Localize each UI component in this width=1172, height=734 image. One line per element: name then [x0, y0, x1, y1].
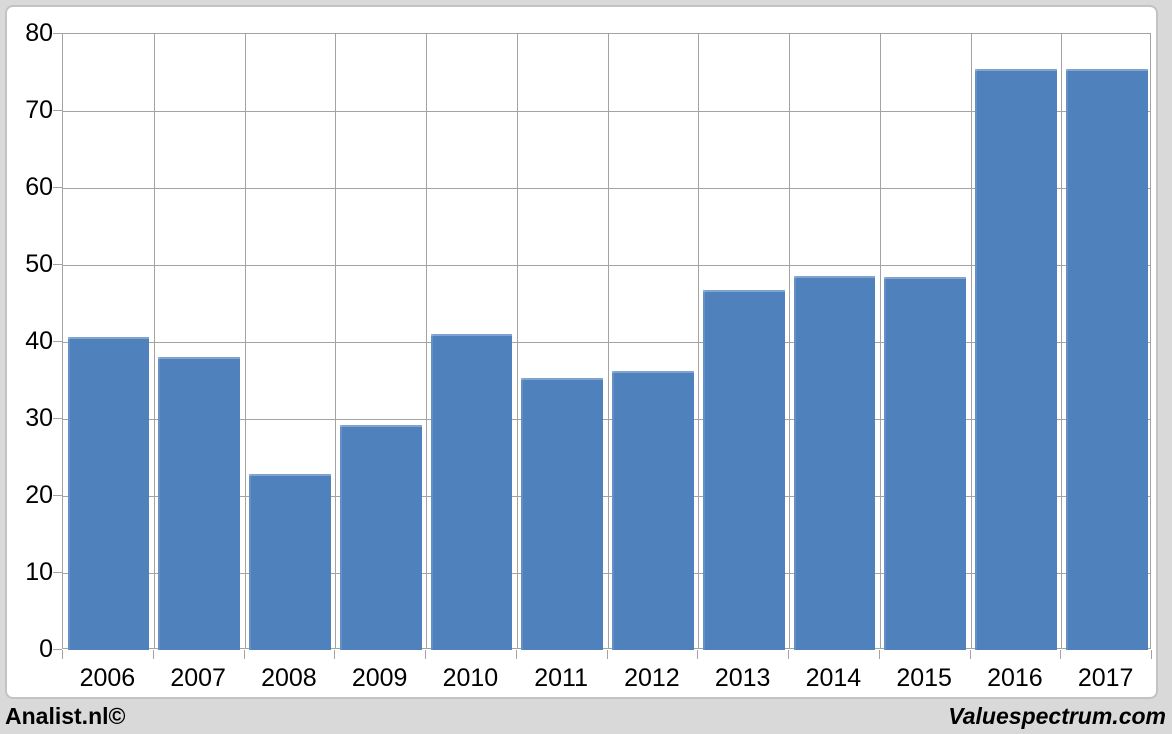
bar-2017: [1065, 68, 1148, 650]
y-tick-label-50: 50: [25, 250, 53, 278]
x-tick-label-2006: 2006: [79, 664, 136, 692]
y-tick-mark-50: [53, 264, 62, 265]
x-tick-label-2010: 2010: [442, 664, 499, 692]
y-tick-label-60: 60: [25, 173, 53, 201]
y-tick-mark-10: [53, 572, 62, 573]
x-tick-mark-8: [788, 650, 789, 659]
watermark-valuespectrum: Valuespectrum.com: [948, 702, 1166, 729]
x-tick-mark-10: [969, 650, 971, 659]
gridline-y-70: [63, 111, 1150, 112]
y-tick-mark-20: [53, 495, 62, 496]
plot-area: [62, 33, 1151, 650]
x-tick-mark-2: [243, 650, 245, 659]
gridline-y-40: [63, 342, 1150, 343]
y-tick-label-0: 0: [39, 635, 53, 663]
bar-2011: [521, 378, 603, 650]
y-tick-mark-80: [53, 33, 62, 34]
x-tick-mark-4: [425, 650, 426, 659]
bar-2015: [884, 276, 966, 650]
gridline-y-50: [63, 265, 1150, 266]
gridline-x-8: [789, 34, 790, 648]
x-tick-mark-12: [1151, 650, 1152, 659]
y-tick-mark-70: [53, 110, 62, 111]
x-tick-mark-7: [697, 650, 699, 659]
y-tick-label-30: 30: [25, 404, 53, 432]
x-tick-mark-9: [878, 650, 880, 659]
bar-2008: [249, 473, 331, 650]
gridline-x-2: [244, 34, 246, 648]
y-tick-mark-60: [53, 187, 62, 188]
x-tick-mark-5: [515, 650, 517, 659]
bar-2007: [158, 357, 240, 650]
x-tick-mark-6: [606, 650, 608, 659]
gridline-x-11: [1061, 34, 1063, 648]
x-tick-label-2013: 2013: [714, 664, 771, 692]
gridline-x-9: [879, 34, 881, 648]
gridline-x-7: [698, 34, 700, 648]
gridline-y-20: [63, 496, 1150, 497]
x-tick-label-2009: 2009: [351, 664, 408, 692]
y-tick-mark-30: [53, 418, 62, 419]
y-tick-label-80: 80: [25, 19, 53, 47]
x-tick-mark-3: [334, 650, 336, 659]
gridline-y-60: [63, 188, 1150, 189]
chart-frame: 0 10 20 30 40 50 60 70 80 2006 2007 2008 2009 2010 20…: [5, 5, 1158, 699]
x-tick-label-2016: 2016: [987, 664, 1043, 692]
gridline-x-6: [607, 34, 609, 648]
x-tick-label-2007: 2007: [170, 664, 226, 692]
bar-2010: [430, 334, 513, 650]
x-tick-mark-0: [62, 650, 63, 659]
y-tick-mark-0: [53, 649, 62, 650]
y-tick-label-10: 10: [25, 558, 53, 586]
bar-2006: [67, 336, 150, 650]
gridline-x-4: [426, 34, 427, 648]
x-tick-label-2015: 2015: [896, 664, 952, 692]
bar-2013: [702, 290, 785, 650]
gridline-x-1: [153, 34, 155, 648]
bar-2014: [793, 275, 876, 650]
x-tick-label-2008: 2008: [261, 664, 317, 692]
gridline-y-30: [63, 419, 1150, 420]
bar-2016: [975, 68, 1057, 650]
x-tick-mark-1: [152, 650, 154, 659]
x-tick-label-2012: 2012: [624, 664, 680, 692]
gridline-x-5: [516, 34, 518, 648]
x-tick-label-2011: 2011: [534, 664, 588, 692]
y-tick-label-70: 70: [25, 96, 53, 124]
x-tick-label-2014: 2014: [805, 664, 862, 692]
y-tick-mark-40: [53, 341, 62, 342]
x-tick-label-2017: 2017: [1077, 664, 1134, 692]
watermark-analist: Analist.nl©: [5, 702, 126, 729]
footer: Analist.nl© Valuespectrum.com: [0, 700, 1172, 734]
y-tick-label-40: 40: [25, 327, 53, 355]
gridline-y-10: [63, 573, 1150, 574]
x-tick-mark-11: [1060, 650, 1062, 659]
gridline-x-3: [335, 34, 337, 648]
y-tick-label-20: 20: [25, 481, 53, 509]
bar-2009: [339, 425, 422, 650]
gridline-x-10: [970, 34, 972, 648]
bar-2012: [612, 371, 694, 650]
